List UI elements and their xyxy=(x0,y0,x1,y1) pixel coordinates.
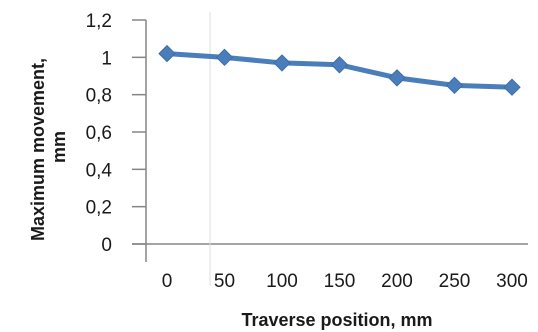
y-axis-title-line-2: mm xyxy=(49,131,69,163)
x-tick-label: 150 xyxy=(324,271,356,292)
y-tick-label: 0,4 xyxy=(86,160,113,181)
data-point-marker xyxy=(445,76,464,95)
x-axis-title: Traverse position, mm xyxy=(241,310,432,330)
y-tick-label: 0,2 xyxy=(86,198,112,219)
x-tick-label: 250 xyxy=(439,271,471,292)
data-point-marker xyxy=(158,44,176,63)
y-axis-title-line-1: Maximum movement, xyxy=(28,58,48,241)
y-tick-label: 1 xyxy=(101,48,112,69)
y-axis-title: Maximum movement, mm xyxy=(28,53,69,241)
y-tick-label: 0 xyxy=(101,235,112,256)
x-tick-label: 50 xyxy=(214,271,235,292)
y-ticks: 0 0,2 0,4 0,6 0,8 1 1,2 xyxy=(86,11,146,256)
x-tick-label: 300 xyxy=(496,271,528,292)
y-tick-label: 0,6 xyxy=(86,123,112,144)
y-tick-label: 0,8 xyxy=(86,86,112,107)
data-point-marker xyxy=(388,69,406,87)
data-point-marker xyxy=(273,54,291,72)
y-tick-label: 1,2 xyxy=(86,11,112,32)
series xyxy=(158,44,521,96)
x-tick-label: 0 xyxy=(162,271,173,292)
data-point-marker xyxy=(503,78,521,96)
x-tick-label: 200 xyxy=(381,271,413,292)
data-point-marker xyxy=(330,56,349,74)
data-point-marker xyxy=(215,48,234,67)
x-tick-label: 100 xyxy=(266,271,298,292)
x-ticks: 0 50 100 150 200 250 300 xyxy=(162,271,528,292)
